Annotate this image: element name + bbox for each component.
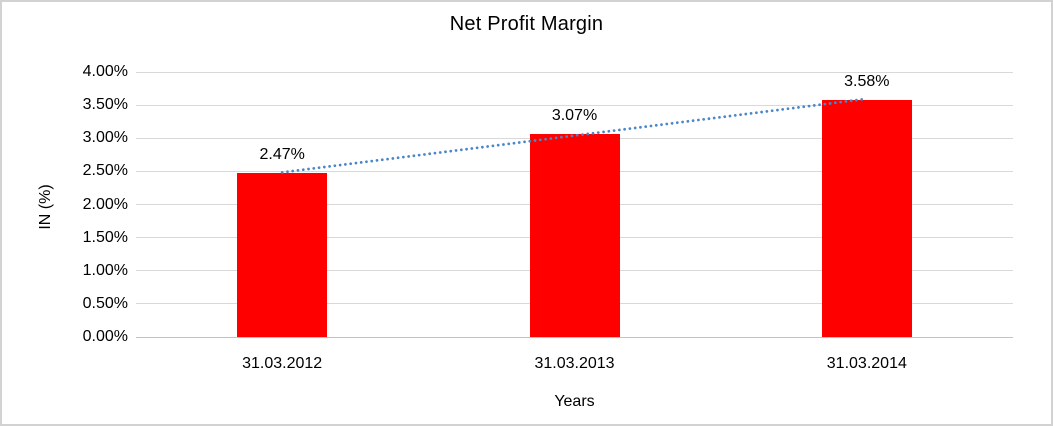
gridline xyxy=(136,104,1013,106)
trendline-layer xyxy=(280,97,869,174)
bar-31.03.2012 xyxy=(237,173,328,337)
gridline xyxy=(136,71,1013,73)
plot-area: 2.47% 3.07% 3.58% xyxy=(136,71,1013,338)
data-label: 3.07% xyxy=(551,106,598,124)
x-axis-title: Years xyxy=(554,393,595,410)
y-tick-label: 1.50% xyxy=(82,228,128,246)
bar-31.03.2014 xyxy=(821,99,912,337)
y-tick-label: 2.00% xyxy=(82,195,128,213)
linear-trendline xyxy=(280,97,869,174)
y-tick-label: 4.00% xyxy=(82,63,128,80)
x-tick-label: 31.03.2013 xyxy=(534,355,615,372)
y-tick-label: 3.50% xyxy=(82,96,128,114)
y-tick-label: 3.00% xyxy=(82,129,128,147)
x-tick-label: 31.03.2012 xyxy=(242,355,323,372)
data-label: 2.47% xyxy=(259,146,305,164)
chart-title: Net Profit Margin xyxy=(449,13,604,35)
y-tick-label: 0.50% xyxy=(82,294,128,312)
bar-31.03.2013 xyxy=(529,133,620,337)
y-tick-label: 1.00% xyxy=(82,261,128,279)
data-label: 3.58% xyxy=(844,72,890,90)
y-tick-label: 2.50% xyxy=(82,162,128,180)
x-axis-line xyxy=(136,336,1013,338)
y-tick-label: 0.00% xyxy=(82,328,128,345)
x-tick-label: 31.03.2014 xyxy=(826,355,907,372)
